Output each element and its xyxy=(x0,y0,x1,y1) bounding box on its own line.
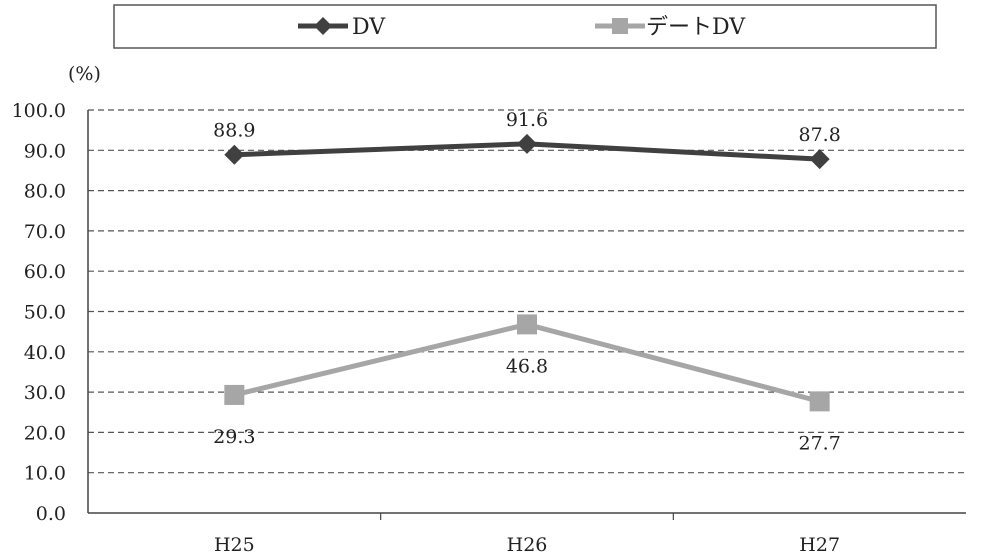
x-tick-label: H26 xyxy=(507,534,548,556)
legend-date-dv-label: デートDV xyxy=(646,15,746,40)
y-tick-label: 20.0 xyxy=(24,422,66,444)
legend-item-date-dv: デートDV xyxy=(595,15,746,40)
axes xyxy=(87,110,966,520)
y-tick-label: 40.0 xyxy=(24,342,66,364)
data-label: 27.7 xyxy=(799,432,841,454)
y-unit-label: (%) xyxy=(68,63,101,85)
data-labels: 88.9 91.6 87.8 29.3 46.8 27.7 xyxy=(213,109,841,455)
x-tick-label: H27 xyxy=(799,534,840,556)
data-point-marker xyxy=(809,391,830,412)
data-point-marker xyxy=(809,149,830,170)
gridlines xyxy=(88,109,966,474)
legend-dv-marker xyxy=(314,17,332,35)
data-point-marker xyxy=(517,133,537,154)
data-label: 91.6 xyxy=(506,109,548,131)
legend-box xyxy=(113,4,937,49)
data-point-marker xyxy=(224,384,245,405)
series-layer xyxy=(224,133,830,412)
y-tick-label: 100.0 xyxy=(12,100,66,122)
legend-item-dv: DV xyxy=(298,15,386,40)
legend-dv-label: DV xyxy=(352,15,386,40)
y-tick-label: 30.0 xyxy=(24,382,66,404)
y-tick-label: 10.0 xyxy=(24,463,66,485)
legend: DV デートDV xyxy=(113,4,937,49)
y-tick-label: 80.0 xyxy=(24,181,66,203)
legend-date-dv-marker xyxy=(612,18,628,34)
x-tick-labels: H25 H26 H27 xyxy=(214,534,840,556)
x-tick-label: H25 xyxy=(214,534,255,556)
y-tick-label: 50.0 xyxy=(24,302,66,324)
y-tick-labels: 0.0 10.0 20.0 30.0 40.0 50.0 60.0 70.0 80.0 90.0 1… xyxy=(12,100,66,525)
data-label: 46.8 xyxy=(506,355,548,377)
y-tick-label: 70.0 xyxy=(24,221,66,243)
data-point-marker xyxy=(517,314,537,335)
data-label: 88.9 xyxy=(213,120,255,142)
data-point-marker xyxy=(224,144,245,165)
data-label: 87.8 xyxy=(799,124,841,146)
y-tick-label: 90.0 xyxy=(24,140,66,162)
y-tick-label: 0.0 xyxy=(36,503,66,525)
y-tick-label: 60.0 xyxy=(24,261,66,283)
data-label: 29.3 xyxy=(213,426,255,448)
